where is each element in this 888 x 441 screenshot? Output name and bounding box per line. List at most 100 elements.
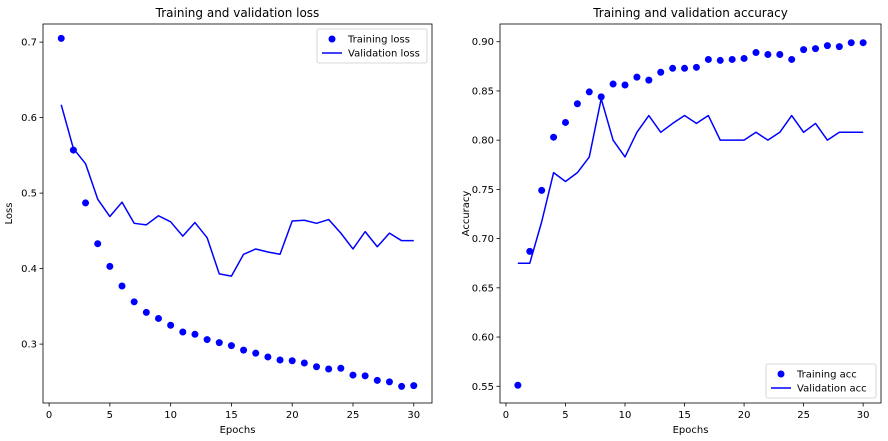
data-point [514, 381, 522, 389]
data-point [191, 330, 199, 338]
data-point [847, 39, 855, 47]
x-tick-label: 30 [857, 410, 870, 421]
data-point [776, 51, 784, 59]
data-point [227, 342, 235, 350]
legend-label-validation: Validation acc [797, 384, 867, 395]
data-point [657, 68, 665, 76]
data-point [835, 43, 843, 51]
data-point [94, 240, 102, 248]
x-tick-label: 0 [503, 410, 509, 421]
data-point [752, 49, 760, 57]
y-tick-label: 0.60 [472, 333, 494, 344]
data-point [716, 56, 724, 64]
data-point [410, 382, 418, 390]
data-point [300, 359, 308, 367]
data-point [361, 372, 369, 380]
x-tick-label: 20 [738, 410, 751, 421]
data-point [385, 378, 393, 386]
x-tick-label: 30 [407, 410, 420, 421]
data-point [154, 314, 162, 322]
data-point [526, 247, 534, 255]
data-point [859, 39, 867, 47]
data-point [203, 336, 211, 344]
data-point [276, 356, 284, 364]
x-tick-label: 10 [619, 410, 632, 421]
accuracy-chart: Training and validation accuracy Epochs … [461, 6, 882, 436]
loss-chart: Training and validation loss Epochs Loss… [4, 6, 433, 436]
data-point [669, 64, 677, 72]
data-point [349, 371, 357, 379]
data-point [573, 100, 581, 108]
x-tick-label: 20 [286, 410, 299, 421]
data-point [812, 45, 820, 53]
x-tick-label: 5 [107, 410, 113, 421]
data-point [800, 46, 808, 54]
x-tick-label: 15 [225, 410, 238, 421]
data-point [538, 186, 546, 194]
data-point [373, 376, 381, 384]
data-point [313, 363, 321, 371]
data-point [728, 55, 736, 63]
data-point [609, 80, 617, 88]
legend-label-training: Training acc [796, 370, 857, 381]
ticks: 0 5 10 15 20 25 30 0.3 0.4 0.5 0.6 0.7 [21, 38, 420, 421]
data-point [645, 76, 653, 84]
plot-area [57, 34, 418, 390]
y-tick-label: 0.3 [21, 340, 37, 351]
data-point [597, 93, 605, 101]
data-point [704, 55, 712, 63]
data-point [621, 81, 629, 89]
y-tick-label: 0.5 [21, 189, 37, 200]
data-point [681, 64, 689, 72]
series-line-validation [60, 104, 414, 277]
data-point [337, 364, 345, 372]
x-tick-label: 15 [678, 410, 691, 421]
data-point [240, 346, 248, 354]
legend: Training loss Validation loss [316, 28, 428, 64]
y-tick-label: 0.55 [472, 382, 494, 393]
data-point [633, 73, 641, 81]
data-point [288, 357, 296, 365]
plot-area [514, 39, 867, 389]
y-tick-label: 0.85 [472, 86, 494, 97]
legend-marker-training [328, 35, 336, 43]
x-tick-label: 0 [46, 410, 52, 421]
y-tick-label: 0.75 [472, 185, 494, 196]
y-tick-label: 0.7 [21, 38, 37, 49]
y-axis-label: Accuracy [461, 191, 472, 237]
data-point [167, 321, 175, 329]
legend-box [316, 28, 428, 64]
legend-label-training: Training loss [347, 35, 410, 46]
data-point [142, 308, 150, 316]
legend-label-validation: Validation loss [348, 49, 420, 60]
data-point [788, 55, 796, 63]
data-point [179, 328, 187, 336]
legend: Training acc Validation acc [765, 363, 877, 399]
x-tick-label: 25 [347, 410, 360, 421]
x-axis-label: Epochs [220, 425, 256, 436]
series-line-validation [517, 98, 864, 264]
data-point [550, 133, 558, 141]
data-point [398, 382, 406, 390]
data-point [764, 51, 772, 59]
x-axis-label: Epochs [673, 425, 709, 436]
x-tick-label: 25 [797, 410, 810, 421]
data-point [130, 298, 138, 306]
y-tick-label: 0.4 [21, 264, 37, 275]
data-point [215, 339, 223, 347]
legend-marker-training [777, 370, 785, 378]
data-point [325, 365, 333, 373]
data-point [264, 353, 272, 361]
axes-frame [42, 23, 433, 404]
y-tick-label: 0.80 [472, 136, 494, 147]
axes-frame [499, 23, 882, 404]
data-point [82, 199, 90, 207]
data-point [69, 146, 77, 154]
ticks: 0 5 10 15 20 25 30 0.55 0.60 0.65 0.70 0.75 0.80 0.85… [472, 37, 870, 421]
data-point [823, 42, 831, 50]
data-point [692, 63, 700, 71]
data-point [585, 88, 593, 96]
y-axis-label: Loss [4, 203, 15, 225]
y-tick-label: 0.6 [21, 113, 37, 124]
